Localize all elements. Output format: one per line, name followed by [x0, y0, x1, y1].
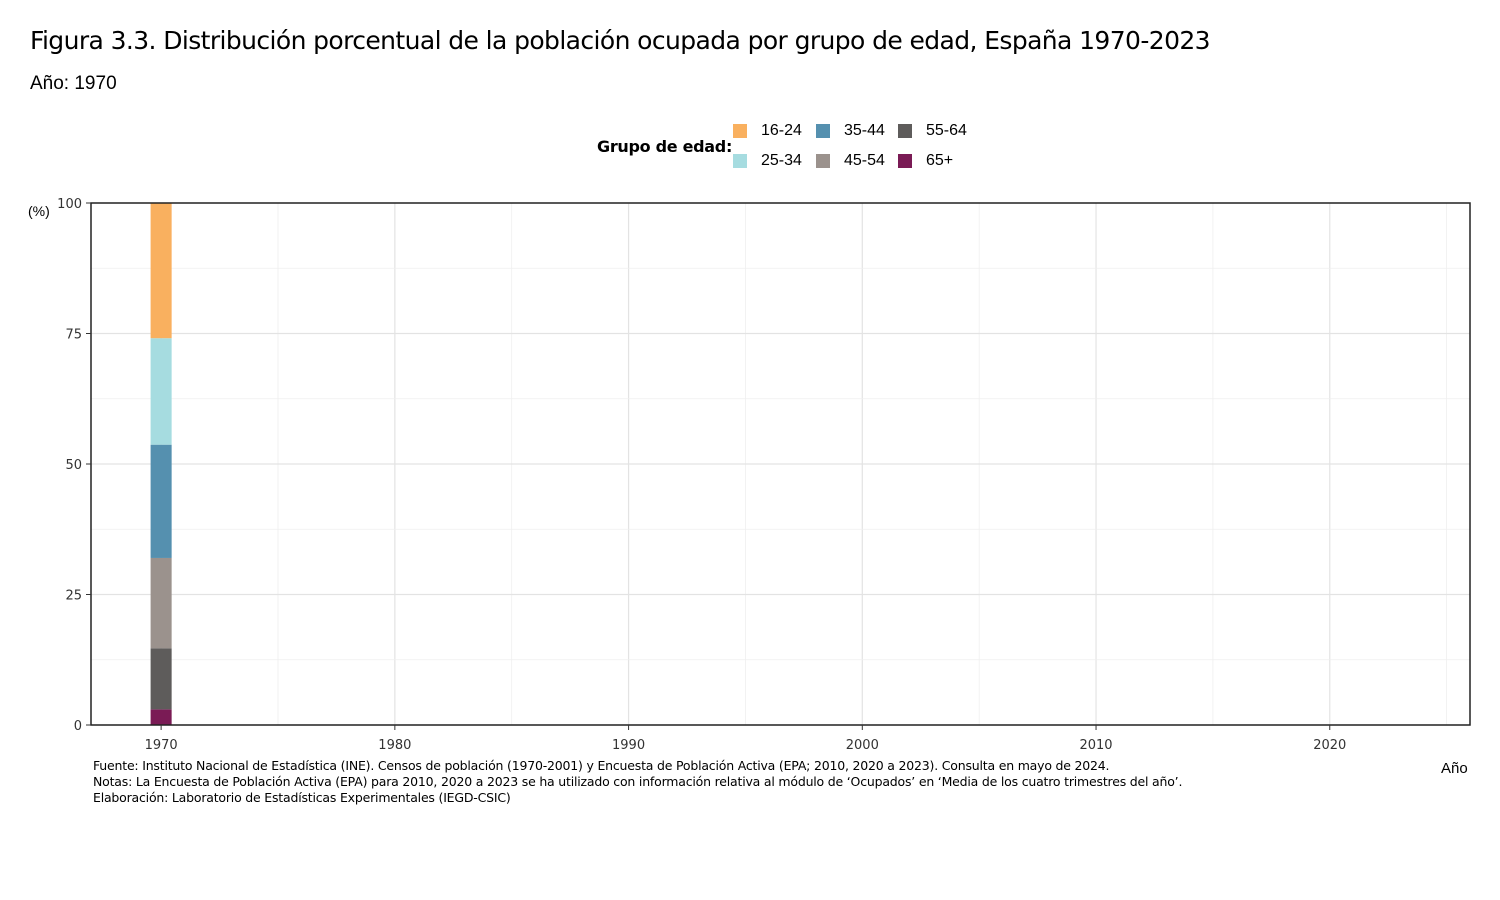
legend-item-25-34: 25-34 [733, 152, 802, 170]
legend-label: 16-24 [761, 122, 802, 139]
x-axis-label: Año [1441, 760, 1468, 777]
bar-segment-45-54 [150, 557, 172, 649]
legend-swatch [816, 154, 830, 168]
grid [91, 202, 1470, 726]
legend-label: 45-54 [844, 152, 885, 169]
x-tick-label: 1990 [612, 738, 645, 753]
legend-swatch [733, 124, 747, 138]
y-tick-label: 75 [65, 328, 82, 343]
legend-label: 55-64 [926, 122, 967, 139]
bar-segment-35-44 [150, 444, 172, 558]
x-tick-label: 2020 [1313, 738, 1346, 753]
bar-segment-55-64 [150, 648, 172, 710]
source-note: Fuente: Instituto Nacional de Estadístic… [93, 758, 1110, 773]
credit-note: Elaboración: Laboratorio de Estadísticas… [93, 790, 511, 805]
legend-item-55-64: 55-64 [898, 122, 967, 140]
axis-ticks: 1970 1980 1990 2000 2010 2020 0 25 50 75 100 [57, 197, 1346, 753]
legend-swatch [898, 154, 912, 168]
y-tick-label: 100 [57, 197, 82, 212]
chart-title: Figura 3.3. Distribución porcentual de l… [30, 26, 1211, 55]
legend-label: 25-34 [761, 152, 802, 169]
x-tick-label: 1970 [145, 738, 178, 753]
bars [150, 203, 172, 725]
legend-label: 65+ [926, 152, 954, 169]
legend-title: Grupo de edad: [597, 137, 733, 156]
y-tick-label: 0 [74, 719, 82, 734]
bar-segment-65-plus [150, 709, 172, 725]
legend-swatch [816, 124, 830, 138]
y-tick-label: 25 [65, 589, 82, 604]
legend-swatch [733, 154, 747, 168]
legend-item-45-54: 45-54 [816, 152, 885, 170]
x-tick-label: 1980 [378, 738, 411, 753]
legend-item-16-24: 16-24 [733, 122, 802, 140]
stacked-bar-chart: 1970 1980 1990 2000 2010 2020 0 25 50 75 100 [57, 197, 1471, 753]
chart-subtitle: Año: 1970 [30, 73, 117, 94]
y-tick-label: 50 [65, 458, 82, 473]
legend-swatch [898, 124, 912, 138]
legend-item-65-plus: 65+ [898, 152, 953, 170]
chart-notes: Fuente: Instituto Nacional de Estadístic… [93, 758, 1182, 806]
legend-label: 35-44 [844, 122, 885, 139]
bar-segment-25-34 [150, 338, 172, 445]
notes-note: Notas: La Encuesta de Población Activa (… [93, 774, 1183, 789]
y-axis-label: (%) [28, 203, 50, 219]
legend-item-35-44: 35-44 [816, 122, 885, 140]
bar-segment-16-24 [150, 203, 172, 339]
x-tick-label: 2010 [1079, 738, 1112, 753]
x-tick-label: 2000 [846, 738, 879, 753]
